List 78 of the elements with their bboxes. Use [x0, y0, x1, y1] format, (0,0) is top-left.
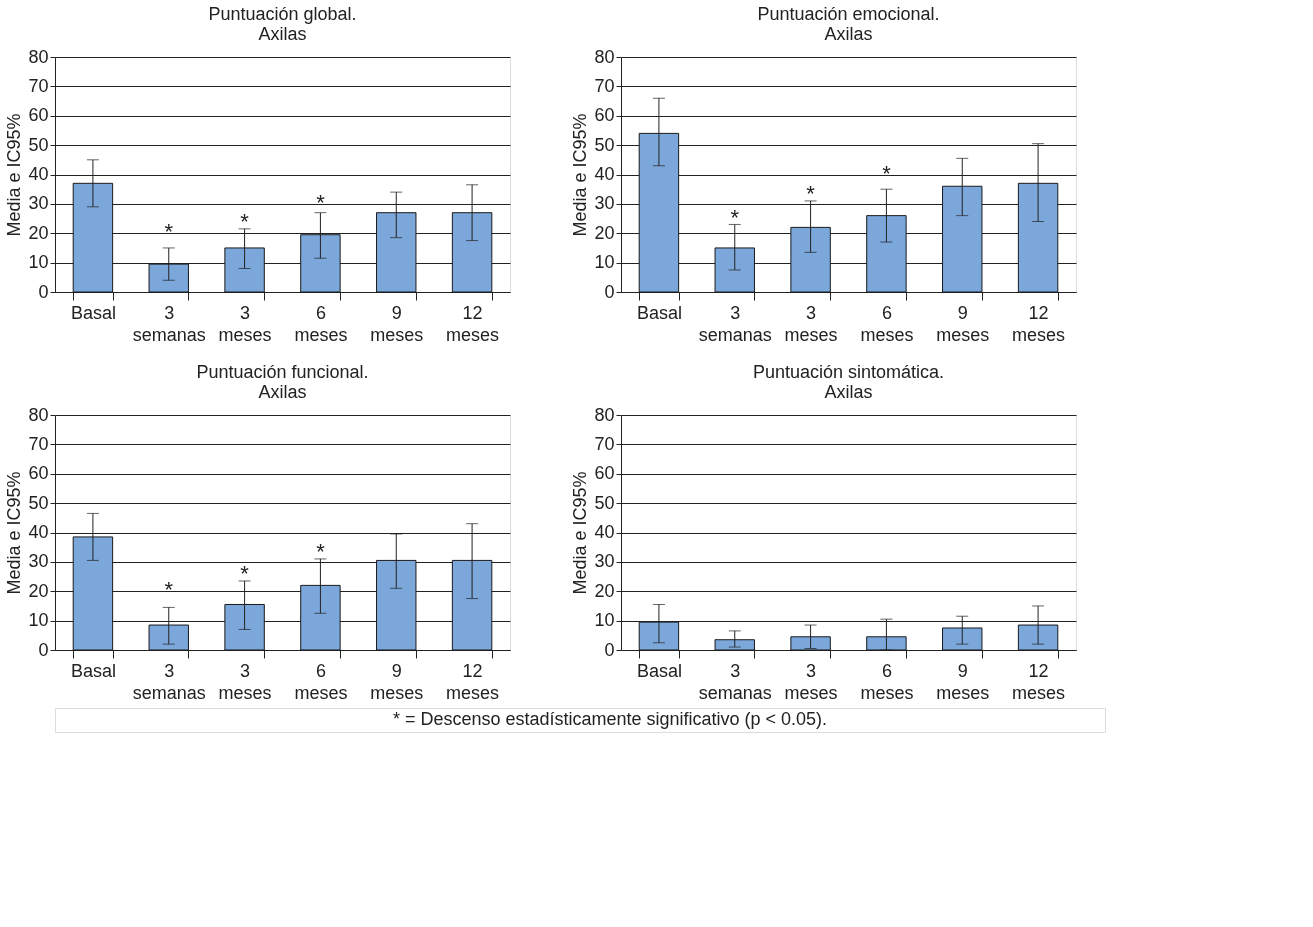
data-label: * — [164, 577, 174, 603]
y-tick-label: 0 — [604, 639, 615, 660]
y-tick-label: 10 — [594, 252, 615, 273]
x-tick-label: 3 semanas — [698, 302, 772, 345]
y-tick-label: 80 — [28, 46, 49, 67]
data-label: * — [730, 204, 740, 230]
x-tick-label: 9 meses — [936, 660, 990, 703]
y-tick-label: 0 — [38, 281, 49, 302]
y-tick-label: 50 — [28, 492, 49, 513]
y-tick-label: 50 — [594, 492, 615, 513]
y-tick-label: 80 — [594, 46, 615, 67]
x-tick-label: Basal — [636, 302, 682, 323]
y-tick-label: 60 — [594, 463, 615, 484]
y-tick-label: 20 — [28, 580, 49, 601]
x-tick-label: Basal — [70, 302, 116, 323]
y-tick-label: 20 — [28, 222, 49, 243]
y-tick-label: 70 — [28, 433, 49, 454]
x-tick-label: 12 meses — [446, 660, 500, 703]
x-tick-label: 6 meses — [294, 302, 348, 345]
data-label: * — [240, 209, 250, 235]
y-tick-label: 30 — [594, 193, 615, 214]
chart-title: Puntuación sintomática. Axilas — [752, 362, 945, 402]
y-tick-label: 10 — [28, 252, 49, 273]
y-tick-label: 40 — [28, 522, 49, 542]
y-tick-label: 0 — [604, 281, 615, 302]
y-tick-label: 50 — [594, 134, 615, 155]
x-tick-label: 3 meses — [784, 660, 838, 703]
y-tick-label: 20 — [594, 580, 615, 601]
y-tick-label: 80 — [594, 404, 615, 425]
y-tick-label: 0 — [38, 639, 49, 660]
data-label: * — [240, 561, 250, 587]
x-tick-label: Basal — [70, 660, 116, 681]
x-tick-label: 9 meses — [370, 302, 424, 345]
x-tick-label: 12 meses — [1012, 302, 1066, 345]
y-axis-title: Media e IC95% — [4, 113, 25, 237]
y-tick-label: 70 — [28, 75, 49, 96]
x-tick-label: 6 meses — [860, 302, 914, 345]
chart-title: Puntuación funcional. Axilas — [196, 362, 369, 402]
chart-title: Puntuación global. Axilas — [208, 4, 357, 44]
data-label: * — [316, 539, 326, 565]
x-tick-label: 12 meses — [1012, 660, 1066, 703]
y-tick-label: 60 — [28, 463, 49, 484]
x-tick-label: 12 meses — [446, 302, 500, 345]
x-tick-label: 3 semanas — [132, 302, 206, 345]
x-tick-label: 3 meses — [218, 660, 272, 703]
y-axis-title: Media e IC95% — [570, 471, 591, 595]
x-tick-label: 3 meses — [218, 302, 272, 345]
y-tick-label: 30 — [28, 193, 49, 214]
y-tick-label: 10 — [594, 610, 615, 631]
x-tick-label: 3 meses — [784, 302, 838, 345]
y-axis-title: Media e IC95% — [570, 113, 591, 237]
data-label: * — [164, 219, 174, 245]
y-tick-label: 80 — [28, 404, 49, 425]
y-tick-label: 60 — [594, 105, 615, 126]
chart-title: Puntuación emocional. Axilas — [757, 4, 940, 44]
data-label: * — [316, 190, 326, 215]
y-tick-label: 10 — [28, 610, 49, 631]
y-tick-label: 20 — [594, 222, 615, 243]
text: * = Descenso estadísticamente significativo (p < 0.05). — [392, 709, 828, 729]
data-label: * — [806, 181, 816, 207]
y-tick-label: 50 — [28, 134, 49, 155]
y-tick-label: 30 — [28, 551, 49, 572]
y-axis-title: Media e IC95% — [4, 471, 25, 595]
y-tick-label: 40 — [28, 164, 49, 184]
x-tick-label: 3 semanas — [698, 660, 772, 703]
x-tick-label: 6 meses — [294, 660, 348, 703]
x-tick-label: 9 meses — [936, 302, 990, 345]
y-tick-label: 70 — [594, 75, 615, 96]
y-tick-label: 30 — [594, 551, 615, 572]
data-label: * — [882, 160, 892, 186]
y-tick-label: 60 — [28, 105, 49, 126]
y-tick-label: 40 — [594, 164, 615, 184]
y-tick-label: 70 — [594, 433, 615, 454]
x-tick-label: 9 meses — [370, 660, 424, 703]
x-tick-label: 3 semanas — [132, 660, 206, 703]
y-tick-label: 40 — [594, 522, 615, 542]
x-tick-label: 6 meses — [860, 660, 914, 703]
x-tick-label: Basal — [636, 660, 682, 681]
